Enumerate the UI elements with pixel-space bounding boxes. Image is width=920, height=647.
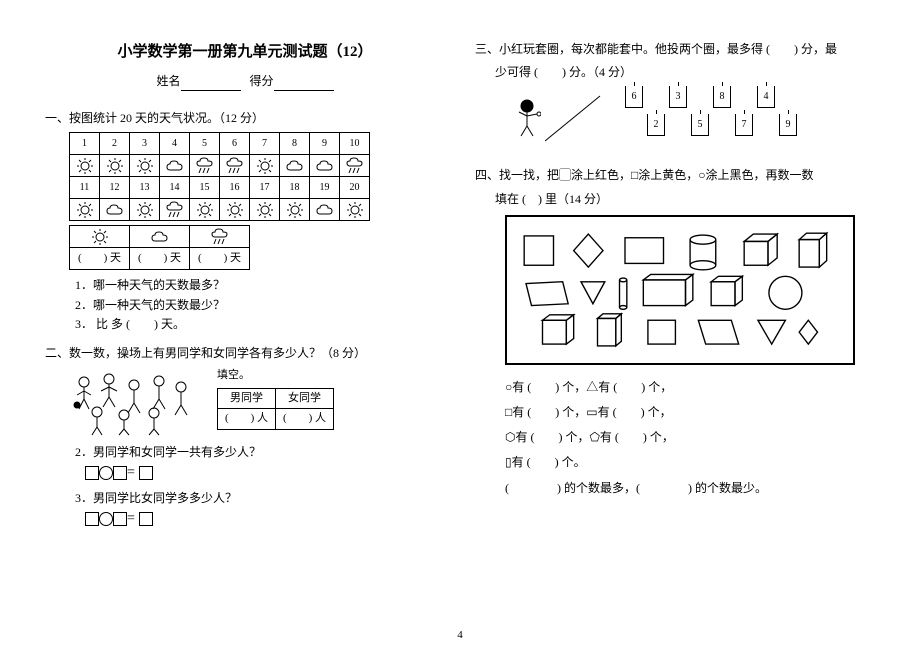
sec2-head: 二、数一数，操场上有男同学和女同学各有多少人？（8 分） (45, 344, 445, 363)
sun-icon (250, 199, 280, 221)
day-number: 11 (70, 177, 100, 199)
day-number: 16 (220, 177, 250, 199)
day-number: 4 (160, 133, 190, 155)
sec1-q2: 2．哪一种天气的天数最少？ (75, 296, 445, 315)
sun-icon (70, 226, 130, 248)
day-number: 7 (250, 133, 280, 155)
day-number: 18 (280, 177, 310, 199)
gender-table: 男同学 女同学 ( ) 人 ( ) 人 (217, 388, 334, 430)
cloud-icon (130, 226, 190, 248)
cloud-icon (310, 199, 340, 221)
sec2-q3: 3．男同学比女同学多多少人？ (75, 489, 445, 508)
cloud-icon (160, 155, 190, 177)
sun-icon (280, 199, 310, 221)
target-9: 9 (779, 114, 797, 136)
sec2-q2: 2．男同学和女同学一共有多少人？ (75, 443, 445, 462)
name-blank[interactable] (181, 79, 241, 91)
day-number: 14 (160, 177, 190, 199)
throw-line (545, 91, 605, 151)
sec3-head2: 少可得 ( ) 分。（4 分） (495, 63, 875, 82)
summary-blank[interactable]: ( ) 天 (130, 248, 190, 270)
target-6: 6 (625, 86, 643, 108)
day-number: 20 (340, 177, 370, 199)
rain-icon (340, 155, 370, 177)
sun-icon (250, 155, 280, 177)
section-1: 一、按图统计 20 天的天气状况。（12 分） 12345678910 1112… (45, 109, 445, 334)
right-column: 三、小红玩套圈，每次都能套中。他投两个圈，最多得 ( ) 分，最 少可得 ( )… (460, 40, 890, 637)
left-column: 小学数学第一册第九单元测试题（12） 姓名 得分 一、按图统计 20 天的天气状… (30, 40, 460, 637)
day-number: 5 (190, 133, 220, 155)
day-number: 12 (100, 177, 130, 199)
sec4-head: 四、找一找，把▢涂上红色，□涂上黄色，○涂上黑色，再数一数 (475, 166, 875, 185)
col-female: 女同学 (276, 388, 334, 409)
target-7: 7 (735, 114, 753, 136)
page-number: 4 (457, 629, 463, 641)
sun-icon (70, 199, 100, 221)
sec3-head: 三、小红玩套圈，每次都能套中。他投两个圈，最多得 ( ) 分，最 (475, 40, 875, 59)
day-number: 3 (130, 133, 160, 155)
name-label: 姓名 (156, 74, 180, 88)
score-label: 得分 (250, 74, 274, 88)
day-number: 2 (100, 133, 130, 155)
sun-icon (100, 155, 130, 177)
sun-icon (130, 199, 160, 221)
targets: 6 3 8 4 2 5 7 9 (625, 86, 797, 142)
section-4: 四、找一找，把▢涂上红色，□涂上黄色，○涂上黑色，再数一数 填在 ( ) 里（1… (475, 166, 875, 500)
target-3: 3 (669, 86, 687, 108)
day-number: 10 (340, 133, 370, 155)
cell-female[interactable]: ( ) 人 (276, 409, 334, 430)
day-number: 15 (190, 177, 220, 199)
equation-2[interactable]: = (85, 508, 445, 530)
target-8: 8 (713, 86, 731, 108)
day-number: 6 (220, 133, 250, 155)
sec1-q1: 1．哪一种天气的天数最多？ (75, 276, 445, 295)
cloud-icon (280, 155, 310, 177)
day-number: 9 (310, 133, 340, 155)
score-blank[interactable] (274, 79, 334, 91)
section-3: 三、小红玩套圈，每次都能套中。他投两个圈，最多得 ( ) 分，最 少可得 ( )… (475, 40, 875, 156)
rain-icon (220, 155, 250, 177)
day-number: 17 (250, 177, 280, 199)
shapes-box (505, 215, 855, 365)
target-2: 2 (647, 114, 665, 136)
sec1-head: 一、按图统计 20 天的天气状况。（12 分） (45, 109, 445, 128)
rain-icon (160, 199, 190, 221)
weather-table: 12345678910 11121314151617181920 (69, 132, 370, 221)
sun-icon (130, 155, 160, 177)
cloud-icon (310, 155, 340, 177)
target-4: 4 (757, 86, 775, 108)
sun-icon (220, 199, 250, 221)
equation-1[interactable]: = (85, 462, 445, 484)
day-number: 1 (70, 133, 100, 155)
day-number: 19 (310, 177, 340, 199)
sec2-fill: 填空。 (217, 367, 334, 385)
day-number: 13 (130, 177, 160, 199)
sec4-head2: 填在 ( ) 里（14 分） (495, 190, 875, 209)
name-line: 姓名 得分 (45, 72, 445, 91)
col-male: 男同学 (218, 388, 276, 409)
target-5: 5 (691, 114, 709, 136)
playground-scene (69, 367, 199, 437)
sun-icon (190, 199, 220, 221)
rain-icon (190, 155, 220, 177)
ring-game: 6 3 8 4 2 5 7 9 (515, 86, 875, 156)
rain-icon (190, 226, 250, 248)
cell-male[interactable]: ( ) 人 (218, 409, 276, 430)
day-number: 8 (280, 133, 310, 155)
weather-summary-table: ( ) 天( ) 天( ) 天 (69, 225, 250, 270)
girl-icon (515, 98, 541, 138)
sun-icon (70, 155, 100, 177)
page-title: 小学数学第一册第九单元测试题（12） (45, 40, 445, 64)
section-2: 二、数一数，操场上有男同学和女同学各有多少人？（8 分） (45, 344, 445, 530)
sun-icon (340, 199, 370, 221)
sec1-q3: 3． 比 多 ( ) 天。 (75, 315, 445, 334)
summary-blank[interactable]: ( ) 天 (190, 248, 250, 270)
summary-blank[interactable]: ( ) 天 (70, 248, 130, 270)
cloud-icon (100, 199, 130, 221)
sec4-answers: ○有 ( ) 个，△有 ( ) 个， □有 ( ) 个，▭有 ( ) 个， ⬡有… (505, 375, 875, 501)
